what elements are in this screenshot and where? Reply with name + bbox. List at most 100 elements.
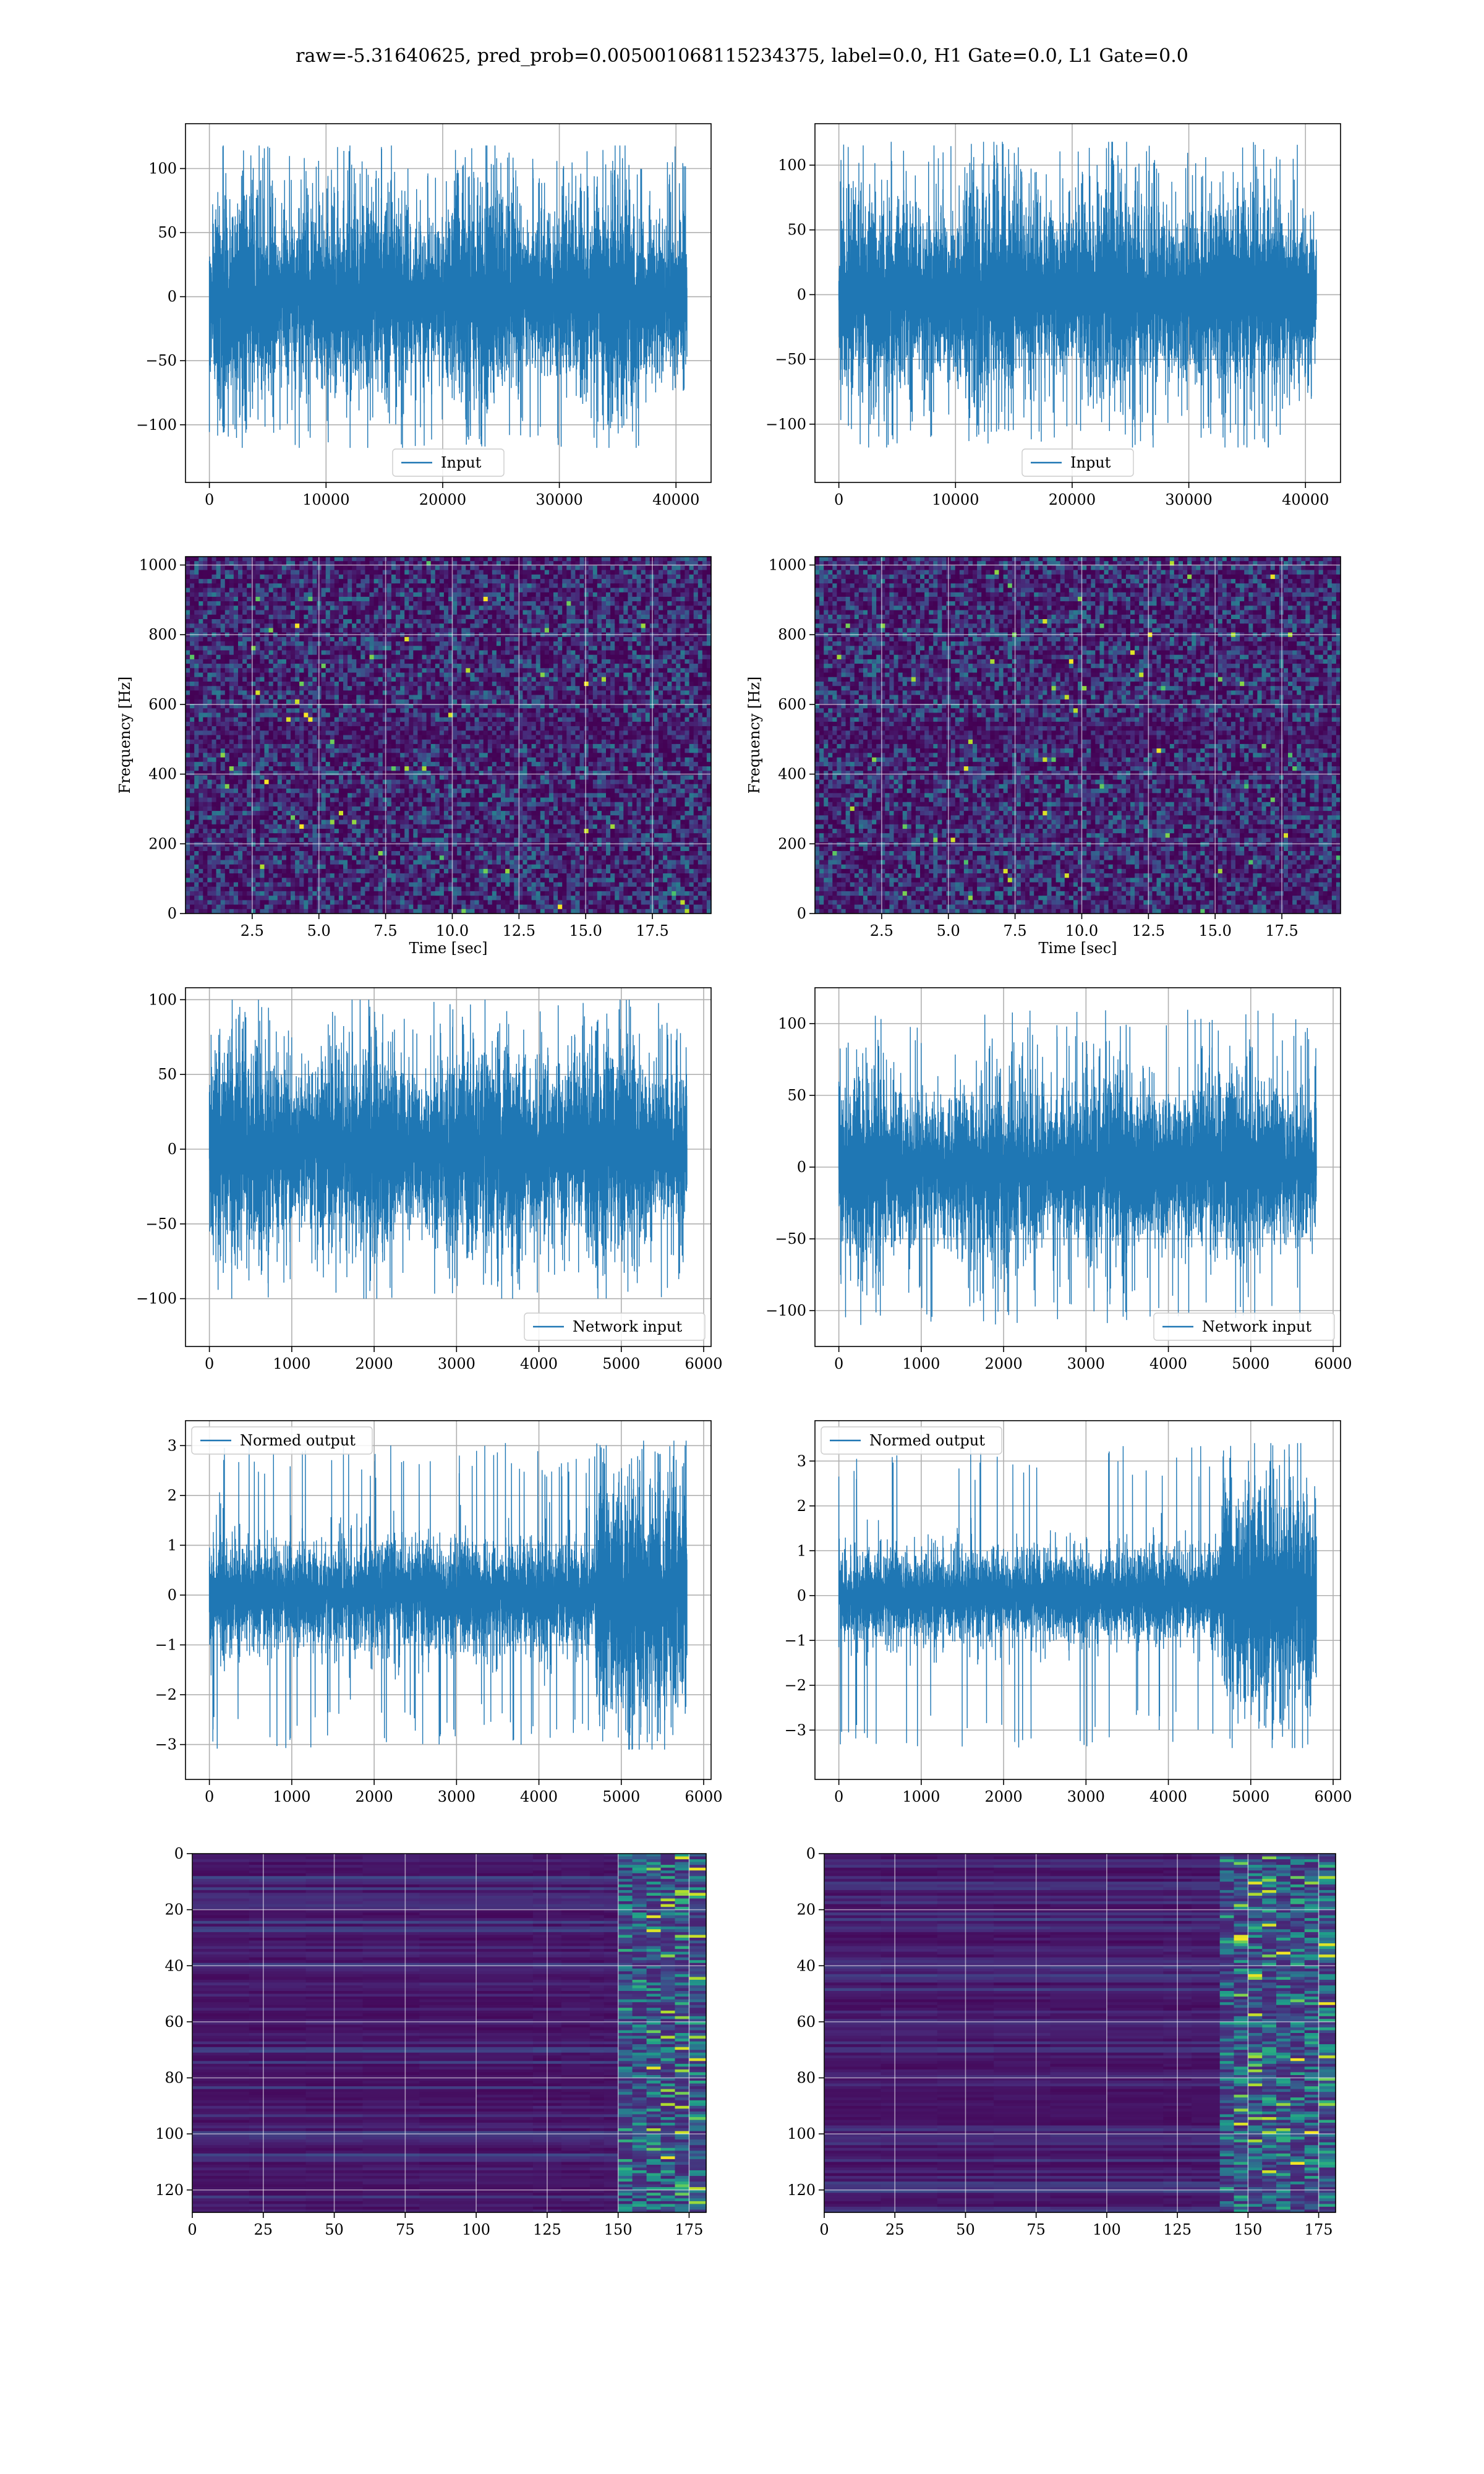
xtick-label-7-4: 4000 (1149, 1788, 1187, 1805)
ytick-label-3-3: 600 (778, 696, 806, 713)
ytick-label-6-0: −3 (155, 1736, 177, 1753)
xtick-label-2-4: 12.5 (503, 922, 535, 940)
xtick-label-1-3: 30000 (1165, 491, 1212, 508)
heatmap-cells-9 (824, 1854, 1336, 2213)
xtick-label-0-1: 10000 (302, 491, 349, 508)
ytick-label-0-4: 100 (148, 160, 177, 178)
ytick-label-9-3: 60 (796, 2013, 816, 2031)
ytick-label-4-3: 50 (158, 1066, 177, 1083)
xtick-label-8-1: 25 (254, 2221, 273, 2238)
ytick-label-0-2: 0 (168, 288, 177, 306)
xtick-label-2-0: 2.5 (241, 922, 264, 940)
ytick-label-4-1: −50 (145, 1215, 177, 1233)
ytick-label-6-4: 1 (168, 1536, 177, 1554)
xtick-label-2-6: 17.5 (636, 922, 668, 940)
ytick-label-2-1: 200 (148, 835, 177, 852)
xtick-label-6-1: 1000 (273, 1788, 310, 1805)
ytick-label-3-1: 200 (778, 835, 806, 852)
xtick-label-9-1: 25 (885, 2221, 905, 2238)
ytick-label-4-0: −100 (136, 1290, 177, 1308)
ytick-label-1-0: −100 (765, 416, 806, 433)
ytick-label-8-0: 0 (174, 1845, 184, 1862)
xtick-label-7-2: 2000 (985, 1788, 1023, 1805)
ytick-label-2-4: 800 (148, 626, 177, 643)
ytick-label-6-2: −1 (155, 1637, 177, 1654)
ytick-label-7-2: −1 (785, 1632, 806, 1649)
ytick-label-9-1: 20 (796, 1901, 816, 1919)
xlabel-2: Time [sec] (409, 940, 488, 957)
xtick-label-9-4: 100 (1093, 2221, 1121, 2238)
heatmap-cells-2 (186, 557, 712, 914)
xtick-label-6-6: 6000 (684, 1788, 722, 1805)
ytick-label-8-6: 120 (155, 2181, 184, 2199)
xtick-label-5-0: 0 (834, 1355, 843, 1372)
xtick-label-7-6: 6000 (1314, 1788, 1352, 1805)
series-line-1 (839, 142, 1316, 447)
ytick-label-1-1: −50 (775, 351, 806, 368)
xtick-label-9-6: 150 (1234, 2221, 1262, 2238)
ytick-label-8-2: 40 (164, 1957, 184, 1974)
ytick-label-4-4: 100 (148, 991, 177, 1008)
ytick-label-6-6: 3 (168, 1437, 177, 1454)
xtick-label-1-0: 0 (834, 491, 843, 508)
ytick-label-8-1: 20 (164, 1901, 184, 1919)
ytick-label-9-5: 100 (787, 2125, 816, 2142)
heatmap-cells-8 (192, 1854, 707, 2213)
xtick-label-9-0: 0 (819, 2221, 829, 2238)
ytick-label-7-3: 0 (797, 1587, 806, 1604)
xtick-label-3-1: 5.0 (937, 922, 960, 940)
legend-6: Normed output (192, 1427, 372, 1454)
ytick-label-0-0: −100 (136, 416, 177, 434)
series-line-4 (210, 999, 687, 1298)
legend-1: Input (1022, 449, 1133, 476)
xtick-label-7-1: 1000 (902, 1788, 940, 1805)
ytick-label-5-3: 50 (787, 1087, 806, 1104)
xtick-label-9-5: 125 (1163, 2221, 1192, 2238)
xtick-label-4-0: 0 (205, 1355, 214, 1372)
ytick-label-3-2: 400 (778, 766, 806, 783)
xtick-label-8-0: 0 (187, 2221, 197, 2238)
xtick-label-8-5: 125 (533, 2221, 561, 2238)
ytick-label-9-4: 80 (796, 2070, 816, 2087)
xtick-label-6-3: 3000 (438, 1788, 475, 1805)
legend-5: Network input (1154, 1313, 1334, 1340)
ytick-label-5-0: −100 (765, 1302, 806, 1319)
ytick-label-3-0: 0 (797, 905, 806, 922)
ytick-label-9-2: 40 (796, 1957, 816, 1974)
xtick-label-5-1: 1000 (902, 1355, 940, 1372)
ytick-label-6-1: −2 (155, 1686, 177, 1703)
xtick-label-1-4: 40000 (1282, 491, 1329, 508)
heatmap-cells-3 (815, 557, 1341, 914)
ytick-label-1-4: 100 (778, 156, 806, 174)
xtick-label-6-5: 5000 (602, 1788, 640, 1805)
ylabel-3: Frequency [Hz] (746, 677, 763, 794)
ytick-label-5-1: −50 (775, 1230, 806, 1248)
xtick-label-9-2: 50 (956, 2221, 975, 2238)
ytick-label-1-3: 50 (787, 221, 806, 239)
ytick-label-5-4: 100 (778, 1015, 806, 1032)
legend-label-0: Input (441, 454, 482, 471)
xtick-label-1-1: 10000 (932, 491, 979, 508)
xtick-label-4-5: 5000 (602, 1355, 640, 1372)
xtick-label-7-0: 0 (834, 1788, 843, 1805)
ytick-label-7-0: −3 (785, 1721, 806, 1739)
xtick-label-3-0: 2.5 (870, 922, 893, 940)
ytick-label-2-5: 1000 (139, 557, 177, 574)
xtick-label-6-2: 2000 (356, 1788, 393, 1805)
ytick-label-6-3: 0 (168, 1586, 177, 1604)
xtick-label-5-3: 3000 (1067, 1355, 1105, 1372)
xtick-label-5-4: 4000 (1149, 1355, 1187, 1372)
ytick-label-2-3: 600 (148, 696, 177, 713)
xtick-label-4-1: 1000 (273, 1355, 310, 1372)
xtick-label-9-3: 75 (1026, 2221, 1046, 2238)
ytick-label-7-6: 3 (797, 1452, 806, 1470)
ytick-label-1-2: 0 (797, 286, 806, 303)
ytick-label-6-5: 2 (168, 1487, 177, 1504)
xtick-label-0-2: 20000 (419, 491, 466, 508)
xtick-label-4-2: 2000 (356, 1355, 393, 1372)
xtick-label-7-5: 5000 (1232, 1788, 1269, 1805)
ytick-label-5-2: 0 (797, 1158, 806, 1176)
xtick-label-8-3: 75 (396, 2221, 415, 2238)
legend-label-1: Input (1070, 454, 1111, 471)
